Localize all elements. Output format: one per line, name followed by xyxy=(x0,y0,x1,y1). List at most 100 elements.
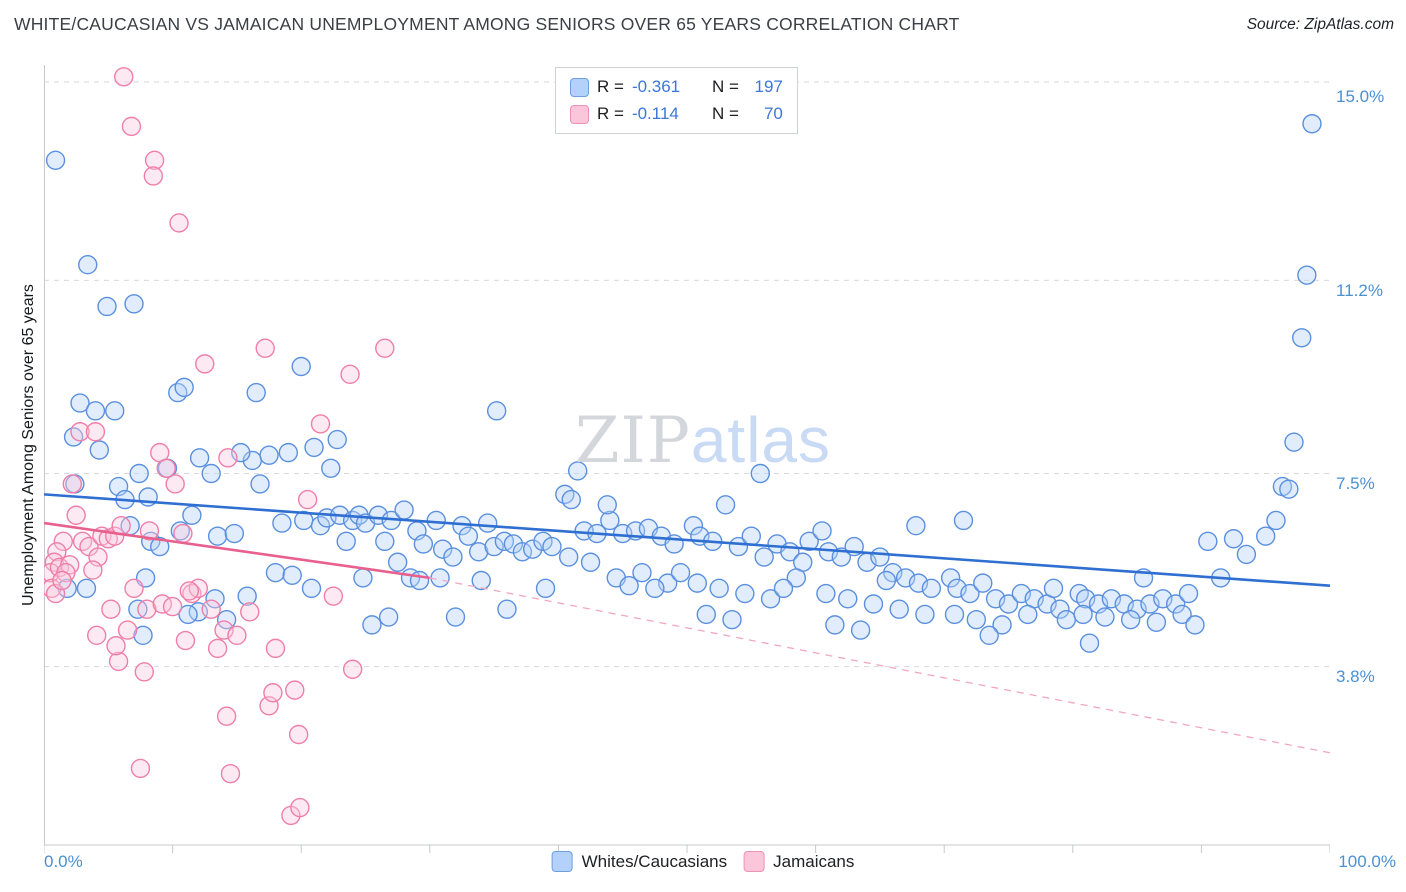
scatter-point-jamaican xyxy=(162,596,183,617)
scatter-point-white xyxy=(1079,633,1100,653)
scatter-point-white xyxy=(201,463,221,484)
scatter-point-jamaican xyxy=(342,659,363,679)
whites-swatch-icon xyxy=(570,77,589,97)
scatter-point-jamaican xyxy=(201,599,221,619)
scatter-point-white xyxy=(998,594,1019,614)
scatter-point-white xyxy=(1172,604,1192,625)
scatter-point-white xyxy=(291,356,311,377)
scatter-point-white xyxy=(1185,615,1205,635)
scatter-point-jamaican xyxy=(220,763,241,784)
scatter-point-jamaican xyxy=(121,116,142,137)
r-value-whites: -0.361 xyxy=(631,77,681,96)
scatter-point-white xyxy=(362,615,382,635)
legend-row-whites: R = -0.361 N = 197 xyxy=(570,77,783,97)
scatter-point-jamaican xyxy=(285,680,305,700)
scatter-point-white xyxy=(816,583,836,604)
scatter-point-jamaican xyxy=(134,662,155,682)
scatter-point-jamaican xyxy=(114,67,134,87)
scatter-point-white xyxy=(259,445,279,465)
scatter-point-white xyxy=(1146,612,1167,632)
n-value-jamaicans: 70 xyxy=(763,104,783,123)
scatter-point-white xyxy=(1255,526,1276,546)
scatter-point-white xyxy=(168,382,188,403)
y-tick-15: 15.0% xyxy=(1336,87,1385,106)
scatter-point-white xyxy=(1043,578,1064,599)
scatter-point-white xyxy=(863,594,884,614)
scatter-point-white xyxy=(533,531,553,552)
scatter-point-white xyxy=(63,427,84,447)
scatter-point-white xyxy=(979,625,999,646)
scatter-point-jamaican xyxy=(144,150,165,171)
scatter-point-white xyxy=(189,448,210,468)
scatter-point-white xyxy=(1279,479,1299,499)
y-tick-11-2: 11.2% xyxy=(1336,281,1383,300)
zipatlas-watermark: ZIPatlas xyxy=(575,403,831,478)
scatter-point-white xyxy=(45,150,66,171)
scatter-point-white xyxy=(580,552,601,572)
scatter-point-white xyxy=(760,589,781,609)
scatter-point-white xyxy=(70,393,90,413)
scatter-point-white xyxy=(1050,599,1070,619)
trend-line-dashed xyxy=(429,577,1330,754)
scatter-point-white xyxy=(535,578,556,599)
scatter-point-white xyxy=(876,570,897,591)
legend-label-jamaicans: Jamaicans xyxy=(773,851,855,871)
scatter-point-white xyxy=(973,573,993,593)
legend-item-whites: Whites/Caucasians xyxy=(551,851,727,872)
scatter-point-white xyxy=(387,552,408,572)
scatter-point-white xyxy=(1165,594,1186,614)
scatter-point-jamaican xyxy=(101,599,121,619)
scatter-point-white xyxy=(921,578,942,599)
scatter-point-white xyxy=(1056,609,1077,630)
scatter-point-white xyxy=(754,547,774,567)
r-label: R = xyxy=(597,77,624,96)
legend-item-jamaicans: Jamaicans xyxy=(743,851,854,872)
scatter-point-jamaican xyxy=(106,636,126,656)
n-label: N = xyxy=(711,104,739,123)
scatter-point-white xyxy=(825,615,845,635)
watermark-atlas: atlas xyxy=(690,404,831,476)
scatter-point-jamaican xyxy=(139,521,160,541)
scatter-point-jamaican xyxy=(182,583,202,604)
scatter-point-white xyxy=(129,463,149,484)
scatter-point-white xyxy=(272,513,292,533)
scatter-point-jamaican xyxy=(175,630,196,651)
scatter-point-white xyxy=(1178,583,1199,604)
scatter-point-jamaican xyxy=(70,422,90,442)
scatter-point-white xyxy=(207,526,228,546)
r-label: R = xyxy=(597,104,624,123)
scatter-point-white xyxy=(250,474,270,494)
scatter-point-white xyxy=(484,536,504,557)
scatter-point-white xyxy=(750,463,771,484)
scatter-point-white xyxy=(78,254,98,275)
scatter-point-jamaican xyxy=(52,570,72,591)
scatter-point-white xyxy=(722,609,742,630)
scatter-point-white xyxy=(1302,114,1322,134)
legend-row-jamaicans: R = -0.114 N = 70 xyxy=(570,104,783,124)
scatter-point-white xyxy=(966,609,987,630)
scatter-point-white xyxy=(597,495,617,515)
scatter-point-white xyxy=(375,531,395,552)
scatter-point-jamaican xyxy=(130,758,151,779)
scatter-point-white xyxy=(687,573,707,593)
scatter-point-jamaican xyxy=(179,581,200,601)
scatter-point-white xyxy=(1284,432,1304,452)
scatter-point-white xyxy=(224,523,245,544)
scatter-point-jamaican xyxy=(87,625,107,646)
scatter-point-jamaican xyxy=(173,523,193,544)
scatter-point-white xyxy=(301,578,322,599)
scatter-point-white xyxy=(133,625,153,646)
scatter-point-jamaican xyxy=(137,599,157,619)
scatter-point-white xyxy=(89,440,109,460)
watermark-zip: ZIP xyxy=(575,404,691,478)
scatter-point-white xyxy=(353,568,373,588)
x-axis-min-label: 0.0% xyxy=(44,852,83,871)
scatter-point-jamaican xyxy=(156,458,176,478)
scatter-point-white xyxy=(1018,604,1038,625)
r-value-jamaicans: -0.114 xyxy=(631,104,679,123)
scatter-point-white xyxy=(567,461,588,481)
scatter-point-white xyxy=(715,495,736,515)
scatter-point-white xyxy=(1266,510,1286,531)
scatter-point-white xyxy=(124,294,144,314)
